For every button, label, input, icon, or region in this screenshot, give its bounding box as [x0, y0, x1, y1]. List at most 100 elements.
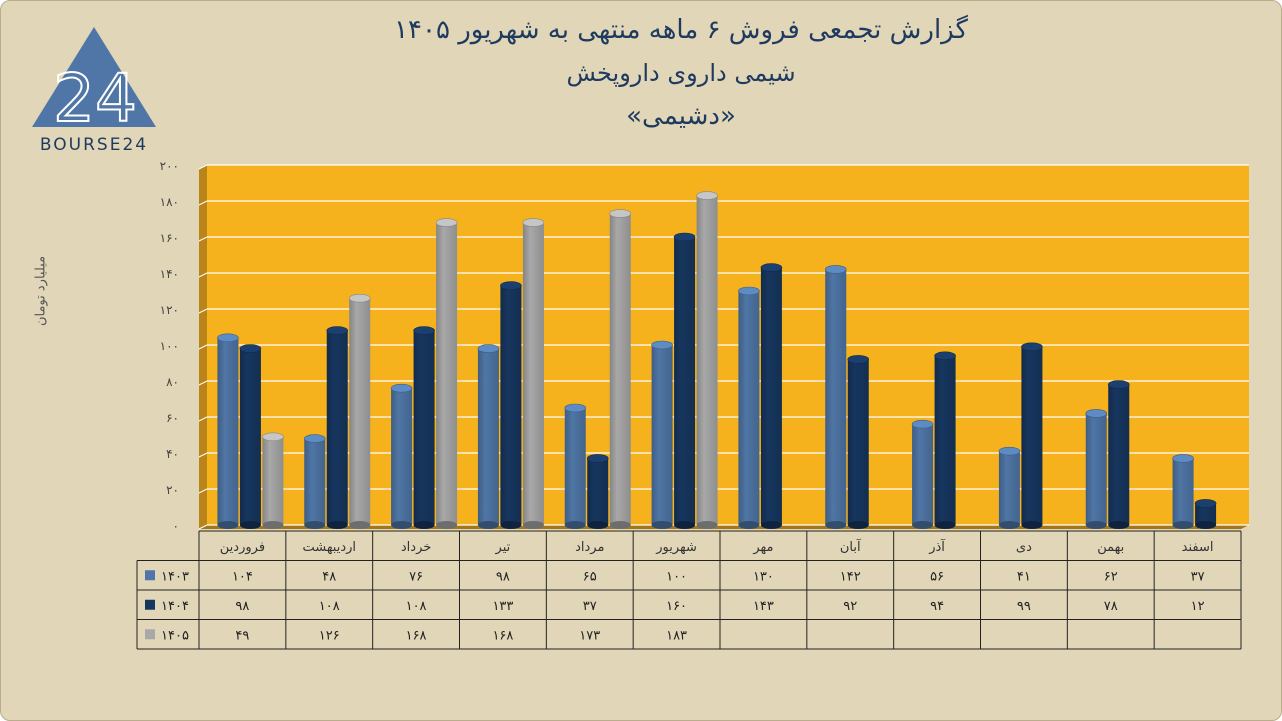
bar [760, 267, 782, 525]
data-label: ۷۶ [409, 569, 423, 584]
chart-title: گزارش تجمعی فروش ۶ ماهه منتهی به شهریور … [394, 15, 968, 45]
data-label: ۱۳۳ [492, 599, 513, 614]
bar-cap [586, 454, 609, 463]
bar [1085, 413, 1107, 525]
data-label: ۱۳۰ [753, 569, 774, 584]
bar-cap [435, 218, 458, 227]
data-label: ۳۷ [583, 599, 597, 614]
bar-cap [477, 344, 500, 353]
bar [847, 359, 869, 525]
data-label: ۹۹ [1017, 599, 1031, 614]
bar-base [738, 521, 760, 529]
plot-floor [199, 525, 1249, 529]
bar-cap [934, 351, 956, 361]
gridline-side [198, 236, 208, 242]
bar-cap [696, 191, 718, 200]
gridline-side [198, 272, 208, 278]
bar-base [262, 521, 284, 529]
bar-cap [1172, 454, 1194, 463]
bar-base [1021, 521, 1043, 529]
bar-base [1108, 521, 1130, 529]
bar-base [912, 521, 934, 529]
bar-base [609, 521, 631, 529]
data-label: ۷۸ [1104, 599, 1118, 614]
bar [413, 330, 435, 525]
legend-swatch [145, 599, 155, 610]
y-tick-label: ۱۴۰ [160, 267, 179, 281]
data-label: ۱۲ [1191, 599, 1205, 614]
gridline-side [198, 164, 208, 170]
bar-cap [1085, 409, 1108, 418]
bar [304, 438, 326, 525]
data-label: ۹۸ [496, 569, 510, 584]
bar-cap [522, 218, 545, 227]
legend-swatch [145, 629, 155, 640]
bar [477, 348, 499, 525]
x-category-label: مرداد [575, 540, 604, 555]
data-label: ۱۷۳ [579, 628, 600, 643]
chart-subtitle: شیمی داروی داروپخش [566, 59, 796, 87]
bar-base [413, 521, 435, 529]
gridline-side [198, 200, 208, 206]
bar-base [760, 521, 782, 529]
legend-series-name: ۱۴۰۴ [161, 599, 189, 614]
bar [1195, 503, 1217, 525]
data-label: ۴۹ [235, 628, 249, 643]
bar-cap [1107, 380, 1130, 389]
bar-base [349, 521, 371, 529]
bar-cap [911, 419, 934, 429]
data-label: ۴۱ [1017, 569, 1031, 584]
legend-swatch [145, 570, 155, 581]
bar-cap [738, 286, 760, 296]
x-category-label: آبان [840, 538, 862, 555]
bar [436, 222, 458, 525]
x-category-label: دی [1016, 540, 1032, 555]
bar-base [847, 521, 869, 529]
bar-cap [651, 340, 673, 350]
y-tick-label: ۱۰۰ [160, 339, 179, 353]
bar-cap [1194, 499, 1217, 508]
data-label: ۱۸۳ [666, 628, 687, 643]
data-label: ۶۲ [1104, 569, 1118, 584]
x-category-label: آذر [928, 538, 946, 555]
data-label: ۱۶۸ [406, 628, 427, 643]
bar [934, 355, 956, 525]
legend-series-name: ۱۴۰۵ [161, 628, 189, 643]
bar-base [696, 521, 718, 529]
bar-base [391, 521, 413, 529]
legend-series-name: ۱۴۰۳ [161, 569, 189, 584]
gridline-side [198, 380, 208, 386]
data-label: ۱۰۸ [319, 599, 340, 614]
ticker-symbol: «دشیمی» [626, 101, 736, 131]
bar-base [1195, 521, 1217, 529]
x-category-label: اسفند [1182, 540, 1214, 555]
bar-base [326, 521, 348, 529]
bar [564, 408, 586, 525]
y-tick-label: ۲۰۰ [160, 159, 179, 173]
data-label: ۹۸ [235, 599, 249, 614]
bar [239, 348, 261, 525]
bar-cap [390, 383, 413, 393]
bar-base [239, 521, 261, 529]
bar-base [934, 521, 956, 529]
bar [1108, 384, 1130, 525]
data-label: ۱۲۶ [319, 628, 340, 643]
bar [1021, 346, 1043, 525]
bar-cap [564, 403, 587, 413]
bar-cap [609, 209, 632, 218]
logo-mark: 24 [53, 60, 137, 137]
bar-base [587, 521, 609, 529]
bar-cap [348, 293, 371, 303]
bar [349, 298, 371, 525]
data-label: ۱۰۰ [666, 569, 687, 584]
bar-base [651, 521, 673, 529]
bar-cap [413, 326, 435, 335]
bar-base [304, 521, 326, 529]
bar-base [522, 521, 544, 529]
bar-base [217, 521, 239, 529]
data-label: ۳۷ [1191, 569, 1205, 584]
bar-base [998, 521, 1020, 529]
bar [696, 195, 718, 525]
